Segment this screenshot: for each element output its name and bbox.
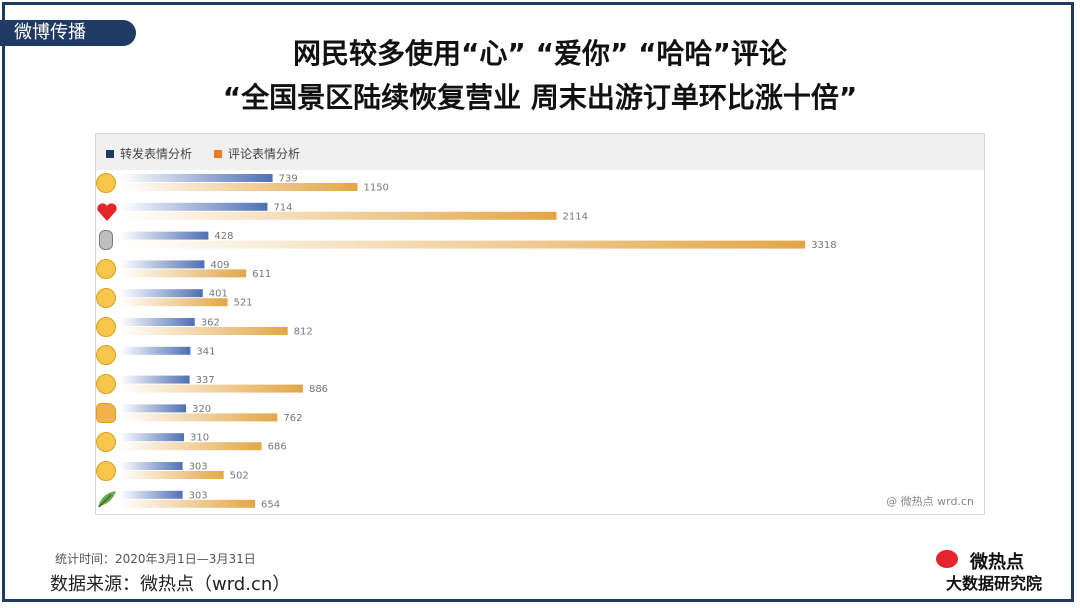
- chart-watermark: @ 微热点 wrd.cn: [886, 495, 974, 508]
- thumbs-up-emoji-icon: [96, 403, 116, 423]
- grin-emoji-icon: [96, 461, 116, 481]
- leaf-emoji-icon: [96, 489, 116, 509]
- chart-container: 转发表情分析 评论表情分析 @ 微热点 wrd.cn: [95, 133, 985, 515]
- section-tag: 微博传播: [0, 20, 136, 46]
- logo-eye-icon: [936, 550, 958, 568]
- microphone-emoji-icon: [99, 230, 113, 250]
- footer-source: 数据来源：微热点（wrd.cn）: [50, 574, 291, 595]
- smile-emoji-icon: [96, 374, 116, 394]
- heart-emoji-icon: [96, 202, 117, 222]
- haha-emoji-icon: [96, 288, 116, 308]
- legend-item-comment: 评论表情分析: [214, 145, 300, 162]
- kiss-emoji-icon: [96, 259, 116, 279]
- pleading-emoji-icon: [96, 345, 116, 365]
- logo-name: 微热点: [970, 552, 1024, 573]
- legend-label-forward: 转发表情分析: [120, 147, 193, 161]
- chart-legend: 转发表情分析 评论表情分析: [96, 134, 984, 170]
- doge-emoji-icon: [96, 317, 116, 337]
- logo-subtitle: 大数据研究院: [945, 574, 1042, 593]
- laugh-tears-emoji-icon: [96, 173, 116, 193]
- legend-label-comment: 评论表情分析: [228, 147, 301, 161]
- legend-item-forward: 转发表情分析: [106, 145, 192, 162]
- brand-logo: 微热点 大数据研究院: [932, 546, 1042, 593]
- footer-date-range: 统计时间：2020年3月1日—3月31日: [55, 552, 256, 566]
- title-line-1: 网民较多使用“心” “爱你” “哈哈”评论: [293, 37, 787, 70]
- legend-swatch-forward: [106, 149, 114, 158]
- legend-swatch-comment: [214, 149, 222, 158]
- surprised-emoji-icon: [96, 432, 116, 452]
- title-line-2: “全国景区陆续恢复营业 周末出游订单环比涨十倍”: [222, 81, 858, 114]
